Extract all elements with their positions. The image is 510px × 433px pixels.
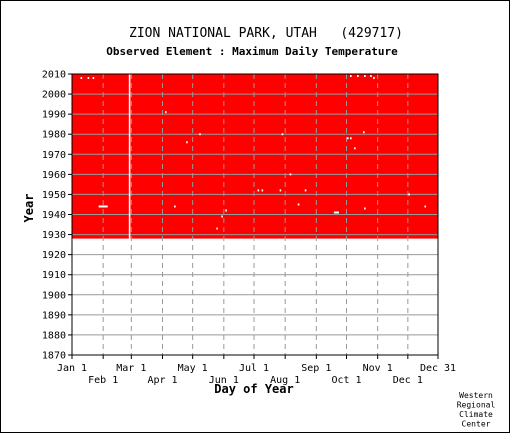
y-tick-label: 1960 — [42, 170, 66, 181]
y-tick-label: 1940 — [42, 210, 66, 221]
credit-line: Regional — [457, 401, 496, 410]
y-tick-label: 1970 — [42, 150, 66, 161]
missing-data-mark — [257, 189, 260, 192]
missing-data-mark — [373, 77, 375, 80]
x-tick-label: Dec 31 — [420, 363, 456, 374]
missing-data-mark — [347, 137, 349, 140]
x-tick-label: Dec 1 — [393, 375, 423, 386]
y-tick-label: 1910 — [42, 270, 66, 281]
missing-data-mark — [354, 147, 356, 150]
y-axis-label: Year — [22, 194, 36, 223]
y-tick-label: 2000 — [42, 90, 66, 101]
y-tick-label: 1880 — [42, 330, 66, 341]
x-tick-label: Feb 1 — [88, 375, 118, 386]
y-tick-label: 1930 — [42, 230, 66, 241]
x-tick-label: Mar 1 — [116, 363, 146, 374]
missing-data-mark — [80, 77, 83, 80]
y-tick-label: 1980 — [42, 130, 66, 141]
x-tick-label: Apr 1 — [147, 375, 177, 386]
y-tick-label: 2010 — [42, 70, 66, 81]
y-tick-label: 1920 — [42, 250, 66, 261]
missing-data-mark — [350, 75, 352, 78]
y-tick-label: 1900 — [42, 290, 66, 301]
missing-data-mark — [165, 111, 167, 114]
chart-title: ZION NATIONAL PARK, UTAH (429717) — [129, 26, 403, 41]
missing-data-mark — [357, 75, 359, 78]
missing-data-mark — [261, 189, 264, 192]
credit-line: Center — [462, 420, 491, 429]
missing-data-mark — [92, 77, 95, 80]
missing-data-mark — [98, 205, 108, 208]
y-tick-label: 1890 — [42, 310, 66, 321]
missing-data-mark — [304, 189, 307, 192]
observed-data-block — [72, 74, 438, 239]
missing-data-mark — [289, 173, 292, 176]
y-tick-label: 1950 — [42, 190, 66, 201]
missing-data-mark — [408, 193, 410, 196]
x-tick-label: May 1 — [178, 363, 208, 374]
y-tick-label: 1990 — [42, 110, 66, 121]
chart-subtitle: Observed Element : Maximum Daily Tempera… — [106, 45, 398, 58]
missing-data-mark — [350, 137, 352, 140]
missing-data-mark — [364, 75, 366, 78]
missing-data-mark — [424, 205, 427, 208]
x-tick-label: Jun 1 — [209, 375, 239, 386]
missing-data-mark — [216, 227, 218, 230]
missing-data-mark — [186, 141, 188, 144]
missing-data-mark — [225, 209, 227, 212]
x-tick-label: Jul 1 — [239, 363, 269, 374]
missing-data-mark — [364, 207, 366, 210]
credit-line: Western — [459, 391, 493, 400]
missing-data-mark — [297, 203, 300, 206]
credit-line: Climate — [459, 410, 493, 419]
missing-data-mark — [128, 72, 131, 240]
missing-data-mark — [199, 133, 201, 136]
x-tick-label: Sep 1 — [301, 363, 331, 374]
x-tick-label: Aug 1 — [270, 375, 300, 386]
x-tick-label: Oct 1 — [331, 375, 361, 386]
x-tick-label: Jan 1 — [57, 363, 87, 374]
x-axis-label: Day of Year — [214, 382, 293, 396]
missing-data-mark — [363, 131, 365, 134]
missing-data-mark — [333, 211, 339, 214]
y-tick-label: 1870 — [42, 351, 66, 362]
missing-data-mark — [87, 77, 90, 80]
x-tick-label: Nov 1 — [363, 363, 393, 374]
missing-data-mark — [174, 205, 176, 208]
missing-data-mark — [279, 189, 282, 192]
missing-data-mark — [370, 75, 372, 78]
missing-data-mark — [281, 133, 284, 136]
missing-data-mark — [221, 215, 223, 218]
